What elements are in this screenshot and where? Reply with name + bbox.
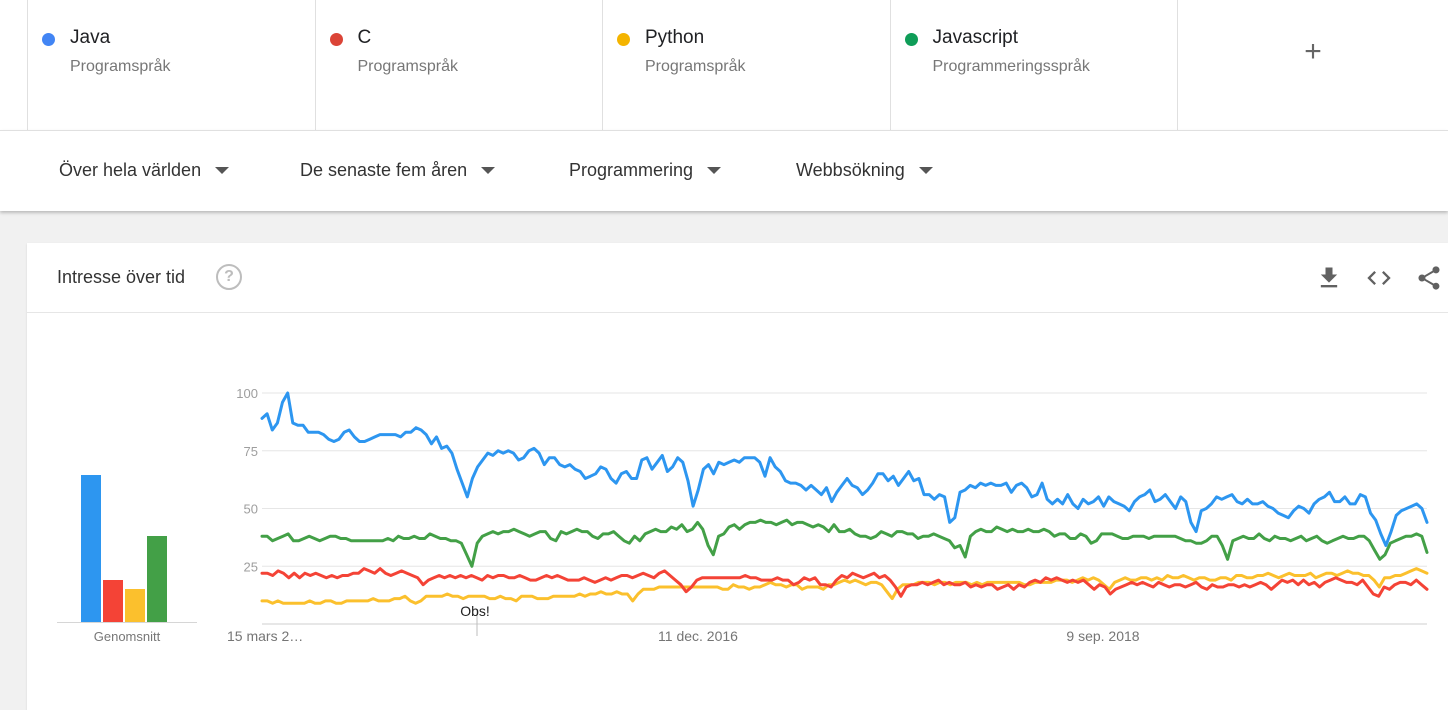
embed-code-icon[interactable] [1365, 264, 1393, 292]
x-tick-label: 15 mars 2… [227, 628, 303, 644]
plus-icon: + [1304, 35, 1322, 68]
term-card-java[interactable]: Java Programspråk [27, 0, 315, 130]
average-bar-chart: Genomsnitt [57, 353, 197, 653]
category-dropdown[interactable]: Programmering [569, 160, 722, 181]
term-card-python[interactable]: Python Programspråk [602, 0, 890, 130]
series-line-c[interactable] [260, 567, 1429, 598]
y-tick-label: 75 [244, 444, 258, 459]
period-dropdown-label: De senaste fem åren [300, 160, 468, 180]
x-tick-label: 11 dec. 2016 [658, 628, 738, 644]
series-color-dot [329, 33, 343, 46]
average-bar-javascript [147, 535, 167, 622]
region-dropdown-label: Över hela världen [59, 160, 202, 180]
annotation-label[interactable]: Obs! [460, 603, 490, 619]
series-color-dot [42, 33, 55, 46]
interest-line-chart: 25 50 75 100 15 mars 2… 11 dec. 2016 9 sep. 20… [227, 386, 1429, 644]
add-term-button[interactable]: + [1177, 0, 1448, 130]
term-card-javascript[interactable]: Javascript Programmeringsspråk [889, 0, 1178, 130]
term-subtitle: Programspråk [357, 58, 458, 75]
download-icon[interactable] [1315, 264, 1343, 292]
term-name: Python [645, 27, 705, 48]
card-title: Intresse över tid [57, 267, 186, 287]
interest-over-time-card: Intresse över tid ? Genomsnitt 25 50 75 100… [27, 243, 1448, 710]
category-dropdown-label: Programmering [569, 160, 694, 180]
term-name: Java [70, 27, 111, 48]
caret-down-icon [918, 167, 933, 174]
average-label: Genomsnitt [93, 629, 161, 644]
series-line-javascript[interactable] [260, 518, 1429, 568]
term-card-c[interactable]: C Programspråk [314, 0, 603, 130]
region-dropdown[interactable]: Över hela världen [59, 160, 230, 181]
term-subtitle: Programspråk [70, 58, 171, 75]
term-subtitle: Programspråk [645, 58, 746, 75]
filter-bar: Över hela världen De senaste fem åren Pr… [0, 130, 1448, 211]
compare-bar: Java Programspråk C Programspråk Python … [0, 0, 1448, 130]
share-icon[interactable] [1415, 264, 1443, 292]
x-tick-label: 9 sep. 2018 [1066, 628, 1139, 644]
term-name: C [357, 27, 372, 48]
caret-down-icon [481, 167, 496, 174]
caret-down-icon [215, 167, 230, 174]
y-tick-label: 100 [236, 386, 258, 401]
series-color-dot [617, 33, 630, 46]
series-line-python[interactable] [260, 567, 1429, 605]
average-bar-java [81, 475, 101, 622]
caret-down-icon [707, 167, 722, 174]
card-header: Intresse över tid ? [27, 243, 1448, 313]
search-type-dropdown-label: Webbsökning [796, 160, 905, 180]
period-dropdown[interactable]: De senaste fem åren [300, 160, 496, 181]
average-bar-c [103, 580, 123, 622]
help-circle-icon[interactable]: ? [216, 264, 242, 290]
average-axis-line [57, 622, 197, 623]
y-tick-label: 25 [244, 559, 258, 574]
term-name: Javascript [932, 27, 1019, 48]
term-subtitle: Programmeringsspråk [932, 58, 1090, 75]
search-type-dropdown[interactable]: Webbsökning [796, 160, 933, 181]
series-line-java[interactable] [260, 391, 1429, 547]
y-tick-label: 50 [244, 502, 258, 517]
average-bar-python [125, 589, 145, 622]
series-color-dot [904, 33, 918, 46]
